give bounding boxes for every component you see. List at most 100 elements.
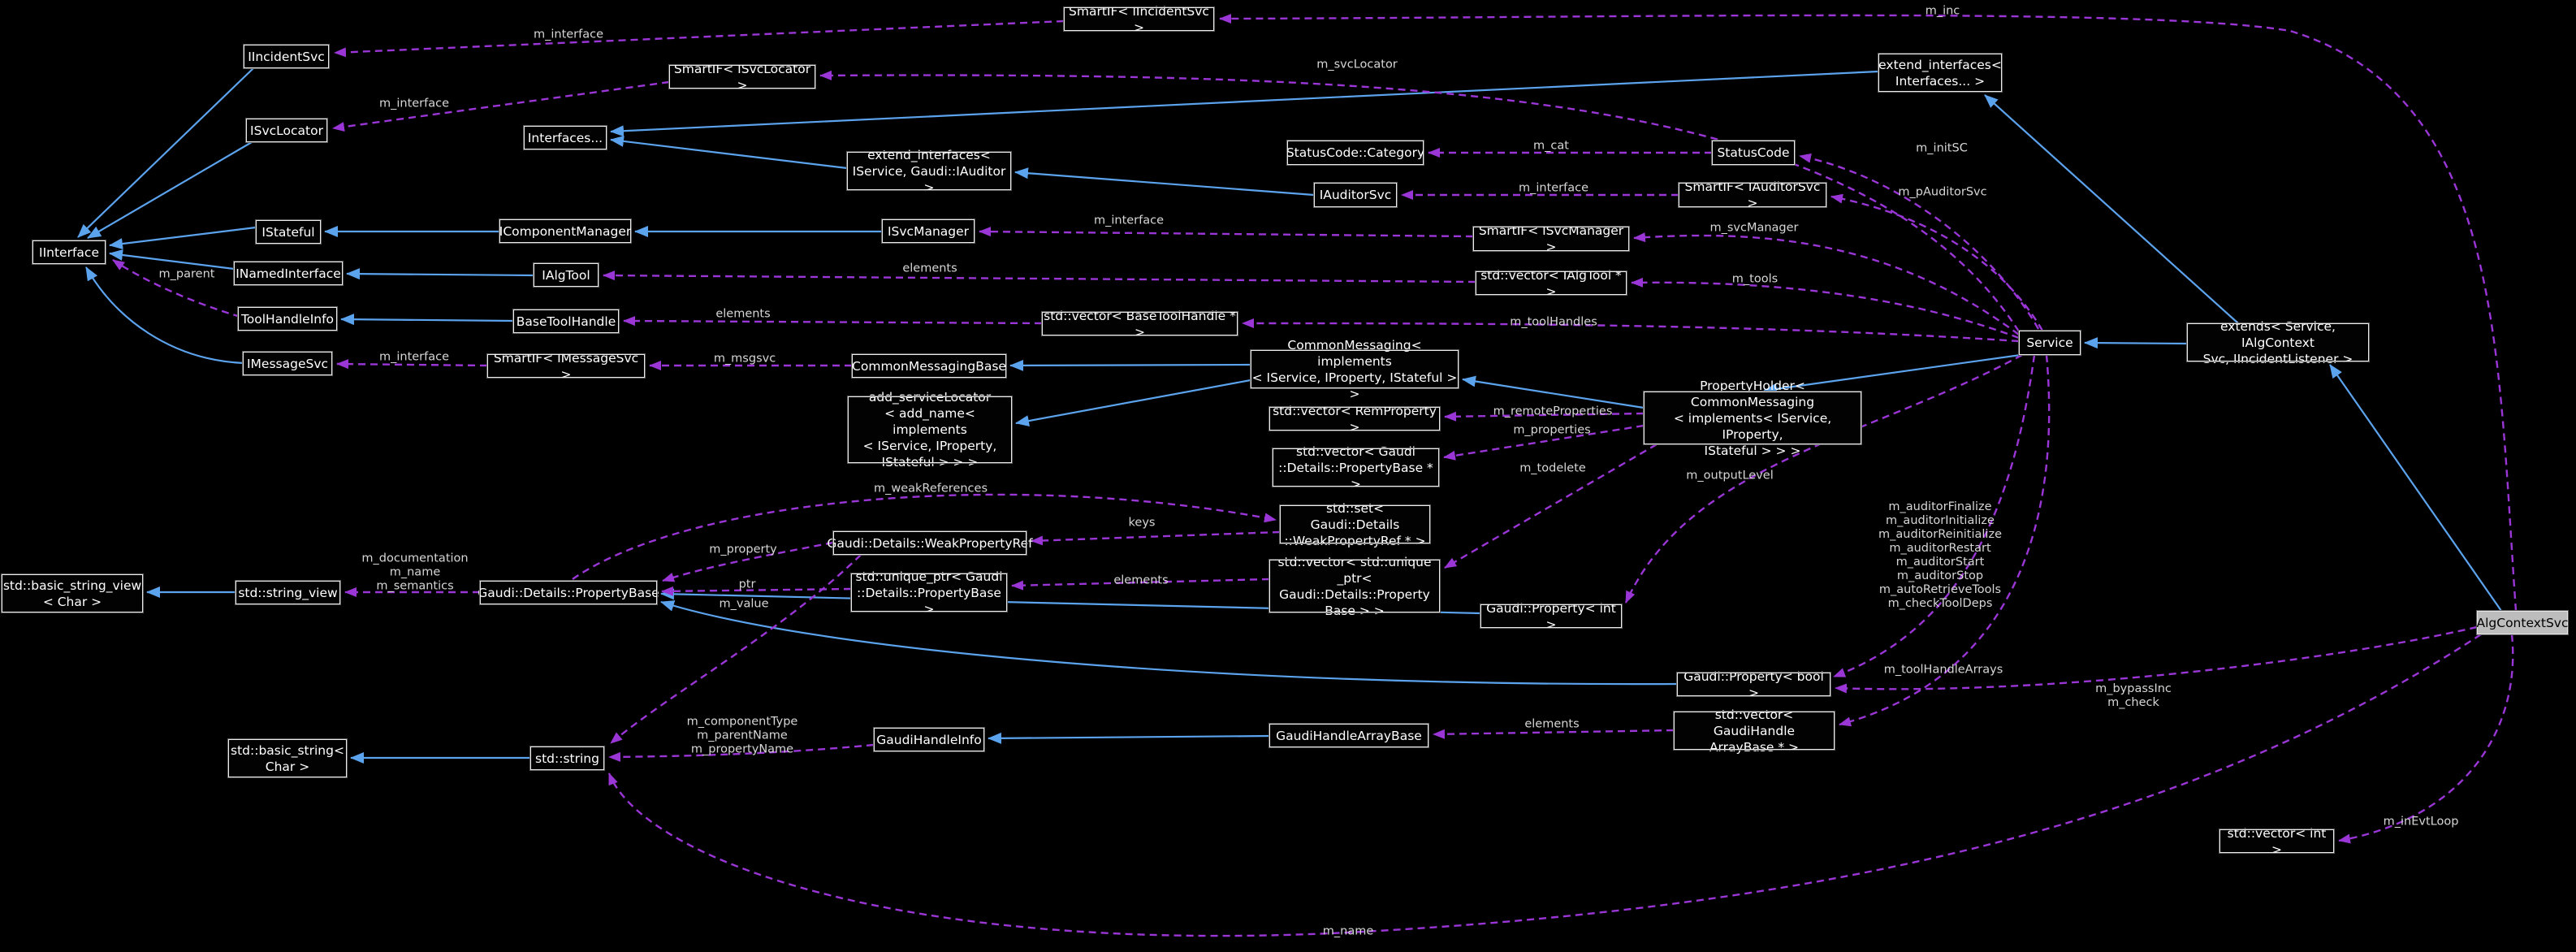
edge-elements-basetoolhandle-usage-arrow xyxy=(623,316,1043,327)
edge-m-remoteproperties-usage-arrow xyxy=(1444,411,1645,422)
edge-label-m-msgsvc: m_msgsvc xyxy=(713,352,776,366)
edge-inamedinterface-to-iinterface-inheritance-arrow xyxy=(109,249,235,270)
edge-m-toolhandlearrays-usage-arrow xyxy=(1839,354,2051,727)
edge-m-property-usage-arrow xyxy=(662,541,834,582)
edge-label-m-interface-loc: m_interface xyxy=(378,97,450,110)
edge-algcontextsvc-to-extends-inheritance-arrow xyxy=(2329,364,2502,612)
node-string-view[interactable]: std::string_view xyxy=(235,580,341,605)
edge-propertybool-to-propertybase-inheritance-arrow xyxy=(660,600,1678,686)
edge-m-svclocator-usage-arrow xyxy=(819,70,2021,332)
node-service[interactable]: Service xyxy=(2018,330,2081,356)
node-smartif-imessagesvc[interactable]: SmartIF< IMessageSvc > xyxy=(486,351,646,382)
node-vector-remproperty[interactable]: std::vector< RemProperty > xyxy=(1269,404,1441,435)
node-smartif-iauditorsvc[interactable]: SmartIF< IAuditorSvc > xyxy=(1678,180,1827,210)
edge-label-elements-uniqueptr: elements xyxy=(1113,573,1169,587)
node-iincidentsvc[interactable]: IIncidentSvc xyxy=(243,44,330,69)
node-vector-propertybase[interactable]: std::vector< Gaudi ::Details::PropertyBa… xyxy=(1272,444,1440,491)
edge-label-m-weakreferences: m_weakReferences xyxy=(873,482,988,495)
edge-m-initsc-usage-arrow xyxy=(1799,153,2040,330)
node-basic-string[interactable]: std::basic_string< Char > xyxy=(227,738,348,778)
node-weakpropertyref[interactable]: Gaudi::Details::WeakPropertyRef xyxy=(827,530,1033,556)
node-vector-unique-ptr[interactable]: std::vector< std::unique _ptr< Gaudi::De… xyxy=(1269,555,1441,618)
edge-keys-usage-arrow xyxy=(1031,530,1281,546)
node-isvclocator[interactable]: ISvcLocator xyxy=(245,118,328,143)
edge-commonmessaging-to-addservicelocator-inheritance-arrow xyxy=(1015,379,1251,426)
edge-label-elements-basetoolhandle: elements xyxy=(715,307,771,321)
node-interfaces[interactable]: Interfaces... xyxy=(523,125,607,150)
edge-service-to-propertyholder-inheritance-arrow xyxy=(1763,353,2021,395)
edge-label-m-svcmanager: m_svcManager xyxy=(1709,221,1799,235)
edge-label-m-pauditorsvc: m_pAuditorSvc xyxy=(1898,185,1987,199)
edge-m-bypassinc-check-usage-arrow xyxy=(1835,625,2478,694)
edge-imessagesvc-to-iinterface-inheritance-arrow xyxy=(85,266,244,365)
edge-m-properties-usage-arrow xyxy=(1443,424,1645,461)
edge-istateful-to-iinterface-inheritance-arrow xyxy=(109,226,257,250)
node-set-weakpropertyref[interactable]: std::set< Gaudi::Details ::WeakPropertyR… xyxy=(1279,501,1431,548)
node-inamedinterface[interactable]: INamedInterface xyxy=(233,261,344,286)
node-commonmessagingbase[interactable]: CommonMessagingBase xyxy=(851,353,1007,379)
edge-label-m-property: m_property xyxy=(709,543,777,556)
node-smartif-isvcmanager[interactable]: SmartIF< ISvcManager > xyxy=(1472,223,1630,254)
node-vector-int[interactable]: std::vector< int > xyxy=(2219,826,2335,857)
edge-extends-to-service-inheritance-arrow xyxy=(2084,337,2188,349)
edge-m-interface-svcmgr-usage-arrow xyxy=(979,227,1474,238)
edge-label-m-interface-msg: m_interface xyxy=(378,350,450,364)
node-extend-interfaces-iservice-iauditor[interactable]: extend_interfaces< IService, Gaudi::IAud… xyxy=(846,148,1012,195)
edge-m-svcmanager-usage-arrow xyxy=(1633,232,2020,335)
edge-extendinterfaces-to-interfaces-inheritance-arrow xyxy=(610,70,1879,137)
edge-label-m-inevtloop: m_inEvtLoop xyxy=(2383,815,2459,829)
node-propertybase[interactable]: Gaudi::Details::PropertyBase xyxy=(478,580,659,605)
node-commonmessaging[interactable]: CommonMessaging< implements < IService, … xyxy=(1250,337,1459,401)
node-gaudihandleinfo[interactable]: GaudiHandleInfo xyxy=(873,727,985,752)
node-add-servicelocator[interactable]: add_serviceLocator < add_name< implement… xyxy=(847,390,1013,470)
node-iauditorsvc[interactable]: IAuditorSvc xyxy=(1313,182,1398,208)
node-propertyholder[interactable]: PropertyHolder< CommonMessaging < implem… xyxy=(1643,379,1862,458)
node-property-int[interactable]: Gaudi::Property< int > xyxy=(1480,601,1623,632)
edge-label-m-name: m_name xyxy=(1322,924,1374,938)
node-ialgtool[interactable]: IAlgTool xyxy=(533,262,599,288)
node-property-bool[interactable]: Gaudi::Property< bool > xyxy=(1676,669,1831,700)
node-smartif-iincidentsvc[interactable]: SmartIF< IIncidentSvc > xyxy=(1063,4,1215,35)
edge-m-inc-usage-arrow xyxy=(1219,13,2518,612)
node-iinterface[interactable]: IInterface xyxy=(32,240,106,265)
node-extends-service[interactable]: extends< Service, IAlgContext Svc, IInci… xyxy=(2186,319,2370,366)
node-vector-basetoolhandle[interactable]: std::vector< BaseToolHandle * > xyxy=(1041,309,1238,340)
edge-label-m-initsc: m_initSC xyxy=(1916,141,1968,155)
node-algcontextsvc[interactable]: AlgContextSvc xyxy=(2476,610,2569,635)
node-vector-gaudihandlearraybase[interactable]: std::vector< GaudiHandle ArrayBase * > xyxy=(1673,708,1835,755)
edge-commonmessaging-to-commonmessagingbase-inheritance-arrow xyxy=(1009,359,1251,371)
node-icomponentmanager[interactable]: IComponentManager xyxy=(499,219,632,244)
edge-label-m-value: m_value xyxy=(719,597,769,611)
edge-label-elements-ialgtool: elements xyxy=(902,262,957,275)
node-unique-ptr-propertybase[interactable]: std::unique_ptr< Gaudi ::Details::Proper… xyxy=(850,569,1008,617)
edge-m-parent-usage-arrow xyxy=(112,259,241,318)
edge-m-inevtloop-usage-arrow xyxy=(2338,634,2514,844)
node-toolhandleinfo[interactable]: ToolHandleInfo xyxy=(237,306,338,331)
edge-elements-uniqueptr-usage-arrow xyxy=(1011,578,1270,591)
edge-m-todelete-usage-arrow xyxy=(1444,443,1658,569)
node-smartif-isvclocator[interactable]: SmartIF< ISvcLocator > xyxy=(668,62,816,93)
node-extend-interfaces-interfaces[interactable]: extend_interfaces< Interfaces... > xyxy=(1878,53,2003,93)
node-istateful[interactable]: IStateful xyxy=(255,219,322,244)
node-imessagesvc[interactable]: IMessageSvc xyxy=(242,351,333,376)
edge-extends-to-extendinterfaces-inheritance-arrow xyxy=(1984,94,2239,324)
node-statuscode[interactable]: StatusCode xyxy=(1711,140,1796,166)
edge-label-ptr: ptr xyxy=(738,578,756,591)
edge-ptr-usage-arrow xyxy=(661,586,852,596)
edge-m-pauditorsvc-usage-arrow xyxy=(1830,193,2044,331)
node-isvcmanager[interactable]: ISvcManager xyxy=(881,219,975,244)
edge-elements-gaudihandlearraybase-usage-arrow xyxy=(1433,729,1675,739)
node-vector-ialgtool[interactable]: std::vector< IAlgTool * > xyxy=(1475,268,1627,299)
node-statuscode-category[interactable]: StatusCode::Category xyxy=(1286,140,1424,166)
edge-label-keys: keys xyxy=(1128,516,1156,530)
edge-extendifaceauditor-to-interfaces-inheritance-arrow xyxy=(610,135,848,170)
edge-label-m-interface-svcmgr: m_interface xyxy=(1093,214,1165,227)
node-std-string[interactable]: std::string xyxy=(529,746,605,771)
edge-m-weakreferences-usage-arrow xyxy=(572,493,1277,580)
edge-label-m-interface-inc: m_interface xyxy=(533,28,604,41)
node-basic-string-view[interactable]: std::basic_string_view < Char > xyxy=(1,573,144,613)
node-gaudihandlearraybase[interactable]: GaudiHandleArrayBase xyxy=(1269,723,1429,748)
edge-basetoolhandle-to-toolhandleinfo-inheritance-arrow xyxy=(340,314,514,326)
node-basetoolhandle[interactable]: BaseToolHandle xyxy=(512,309,620,334)
